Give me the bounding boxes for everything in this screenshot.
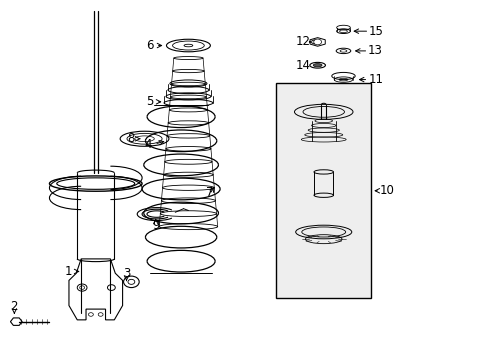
Text: 13: 13 xyxy=(367,44,382,57)
Text: 7: 7 xyxy=(205,186,213,199)
Text: 5: 5 xyxy=(145,95,153,108)
Text: 11: 11 xyxy=(368,73,383,86)
Text: 1: 1 xyxy=(64,265,72,278)
Bar xyxy=(276,83,370,298)
Text: 2: 2 xyxy=(11,300,18,313)
Text: 3: 3 xyxy=(122,267,130,280)
Text: 12: 12 xyxy=(295,35,310,49)
Text: 10: 10 xyxy=(379,184,394,197)
Text: 6: 6 xyxy=(145,39,153,52)
Text: 9: 9 xyxy=(152,219,159,233)
Text: 8: 8 xyxy=(127,132,135,145)
Text: 14: 14 xyxy=(295,59,310,72)
Text: 4: 4 xyxy=(144,138,151,150)
Ellipse shape xyxy=(313,64,322,67)
Text: 15: 15 xyxy=(368,25,383,38)
